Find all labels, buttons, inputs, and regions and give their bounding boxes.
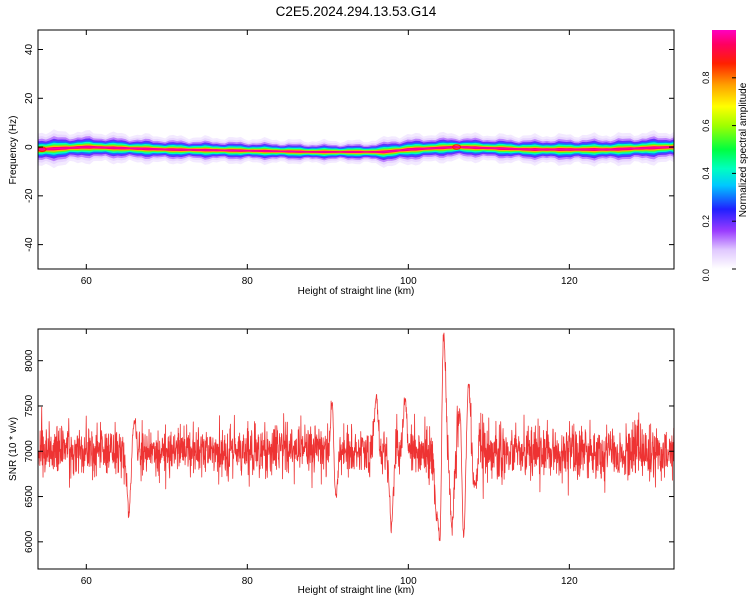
y-tick-label: 7000 <box>24 440 35 463</box>
snr-plot-area <box>38 332 674 542</box>
x-tick-label: 60 <box>81 276 93 287</box>
colorbar: 0.0 0.2 0.4 0.6 0.8 Normalized spectral ampl… <box>701 30 749 282</box>
snr-y-label: SNR (10 * v/v) <box>8 417 19 481</box>
y-tick-label: 7500 <box>24 394 35 417</box>
figure-title: C2E5.2024.294.13.53.G14 <box>276 4 437 19</box>
colorbar-tick-label: 0.0 <box>701 269 711 282</box>
spectrogram-y-axis: 40 20 0 -20 -40 <box>24 44 674 252</box>
snr-frame <box>37 328 675 570</box>
spectrogram-band <box>38 124 674 173</box>
y-tick-label: -40 <box>24 237 35 252</box>
spectrogram-x-label: Height of straight line (km) <box>298 286 415 297</box>
spectrogram-y-label: Frequency (Hz) <box>8 116 19 185</box>
y-tick-label: 6000 <box>24 530 35 553</box>
band-level-3 <box>38 143 674 156</box>
snr-panel: 60 80 100 120 6000 6500 7000 7500 8000 Height o… <box>8 328 675 596</box>
spectrogram-plot-area <box>38 124 674 173</box>
colorbar-tick-label: 0.8 <box>701 72 711 85</box>
snr-series-line <box>38 332 674 542</box>
snr-y-axis: 6000 6500 7000 7500 8000 <box>24 349 674 553</box>
x-tick-label: 120 <box>561 276 578 287</box>
colorbar-tick-label: 0.2 <box>701 215 711 228</box>
y-tick-label: 0 <box>24 144 35 150</box>
snr-x-axis: 60 80 100 120 <box>81 329 578 587</box>
colorbar-scale <box>712 30 736 269</box>
colorbar-tick-label: 0.4 <box>701 167 711 180</box>
y-tick-label: 8000 <box>24 349 35 372</box>
x-tick-label: 80 <box>242 576 254 587</box>
y-tick-label: 6500 <box>24 485 35 508</box>
x-tick-label: 60 <box>81 576 93 587</box>
spectrogram-frame <box>37 29 675 270</box>
x-tick-label: 100 <box>400 276 417 287</box>
x-tick-label: 80 <box>242 276 254 287</box>
y-tick-label: -20 <box>24 188 35 203</box>
x-tick-label: 100 <box>400 576 417 587</box>
spectrogram-panel: 60 80 100 120 40 20 0 -20 -40 Height of straigh… <box>8 29 675 297</box>
spectrogram-x-axis: 60 80 100 120 <box>81 30 578 287</box>
x-tick-label: 120 <box>561 576 578 587</box>
hot-spot-1 <box>452 144 462 150</box>
colorbar-ticks: 0.0 0.2 0.4 0.6 0.8 <box>701 72 736 282</box>
band-level-0 <box>38 146 674 153</box>
colorbar-tick-label: 0.6 <box>701 119 711 132</box>
colorbar-label: Normalized spectral amplitude <box>738 82 749 217</box>
y-tick-label: 20 <box>24 92 35 104</box>
snr-x-label: Height of straight line (km) <box>298 585 415 596</box>
y-tick-label: 40 <box>24 44 35 56</box>
